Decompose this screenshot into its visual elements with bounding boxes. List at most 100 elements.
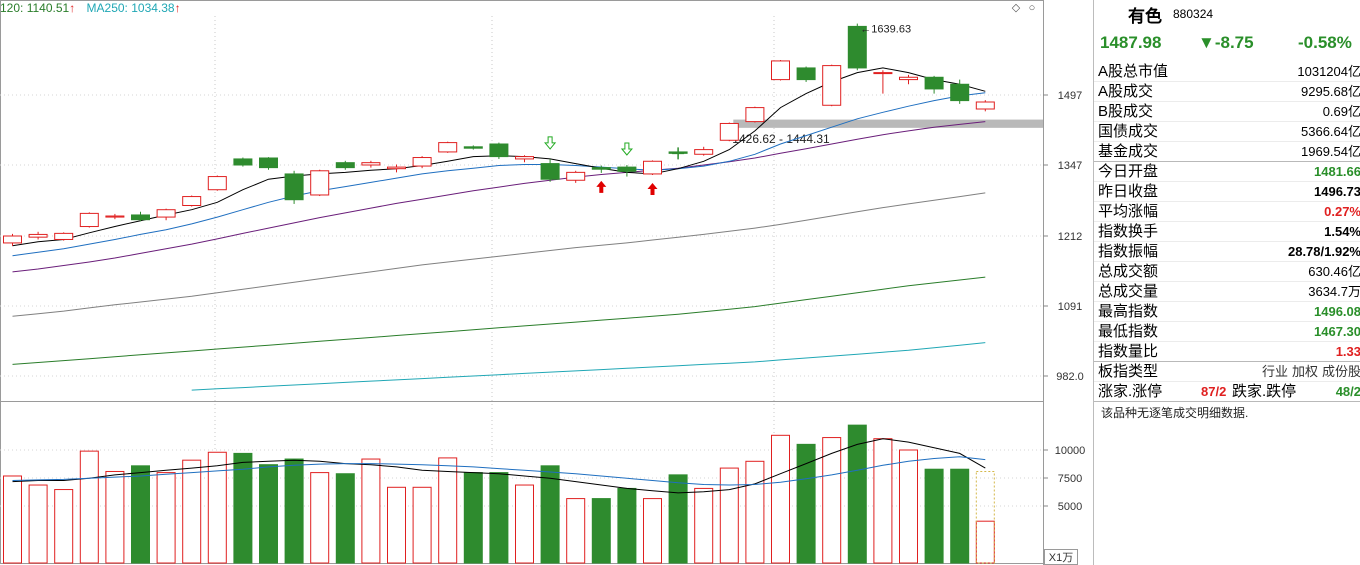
candle: [694, 146, 714, 156]
candle: [771, 60, 790, 81]
volume-estimate-bar: [975, 470, 995, 564]
volume-bar: [540, 465, 560, 564]
volume-bar: [489, 472, 509, 564]
board-tag[interactable]: 成份股: [1321, 364, 1360, 379]
board-tag[interactable]: 行业: [1261, 364, 1288, 379]
volume-bar: [873, 438, 893, 564]
volume-bar: [515, 484, 534, 564]
stat-label: 最高指数: [1098, 303, 1159, 320]
stat-label: A股成交: [1098, 83, 1154, 100]
candle: [54, 232, 74, 241]
rise-value: 87/2: [1201, 384, 1227, 399]
circle-icon[interactable]: ○: [1028, 2, 1036, 14]
volume-bar: [591, 498, 611, 564]
volume-bar: [3, 475, 22, 564]
candle: [438, 141, 458, 153]
volume-bar: [361, 458, 381, 564]
stat-row: 国债成交 5366.64亿: [1094, 122, 1360, 142]
buy-arrow-icon: [596, 180, 607, 193]
stat-row: A股总市值 1031204亿: [1094, 62, 1360, 82]
candle-body: [489, 143, 509, 158]
ma120-legend: 120: 1140.51↑: [0, 0, 75, 16]
stat-row: 指数换手 1.54%: [1094, 222, 1360, 242]
volume-bar: [284, 458, 304, 564]
volume-bar: [950, 468, 970, 564]
stat-label: 指数换手: [1098, 223, 1159, 240]
candle-body: [873, 72, 893, 75]
candle: [591, 165, 611, 173]
index-code: 880324: [1173, 7, 1214, 21]
index-name: 有色: [1128, 7, 1162, 26]
volume-bar: [771, 434, 790, 564]
diamond-icon[interactable]: ◇: [1011, 2, 1021, 14]
volume-bar: [822, 437, 842, 564]
volume-bar: [899, 449, 918, 564]
candle-body: [822, 65, 842, 106]
stat-row: 指数振幅 28.78/1.92%: [1094, 242, 1360, 262]
candle-body: [335, 162, 355, 169]
candle: [924, 75, 944, 94]
volume-tick-label: 10000: [1055, 445, 1086, 457]
stat-value: 1969.54亿: [1301, 144, 1360, 159]
candle: [182, 195, 202, 207]
board-type-tags[interactable]: 行业 加权 成份股: [1258, 362, 1360, 381]
stat-value: 1481.66: [1314, 164, 1360, 179]
volume-bar: [694, 487, 714, 564]
volume-bar: [566, 498, 586, 564]
candle-body: [310, 170, 330, 196]
stat-value: 1031204亿: [1297, 64, 1360, 79]
ma20-line: [12, 121, 986, 273]
ma60-line: [12, 192, 986, 317]
candle: [796, 66, 816, 82]
buy-arrow-icon: [647, 182, 658, 195]
stat-value: 1.54%: [1324, 224, 1360, 239]
candle: [950, 79, 970, 104]
volume-tick-label: 5000: [1058, 501, 1082, 513]
stat-value: 9295.68亿: [1301, 84, 1360, 99]
candle: [463, 145, 483, 150]
volume-unit-label: X1万: [1049, 552, 1073, 564]
volume-bar: [668, 474, 688, 564]
kline-chart-area[interactable]: 1497 1347 1212 1091 982.0 10000 7500 5000 X1万 142…: [0, 0, 1093, 565]
stats-list: A股总市值 1031204亿 A股成交 9295.68亿 B股成交 0.69亿 国债成交 53…: [1094, 62, 1360, 402]
ma250-line: [191, 342, 986, 391]
volume-bar: [105, 470, 125, 564]
index-change: ▼-8.75: [1198, 33, 1254, 52]
stat-row: 今日开盘 1481.66: [1094, 162, 1360, 182]
stat-row: 最低指数 1467.30: [1094, 322, 1360, 342]
volume-bar: [463, 472, 483, 564]
volume-bar: [54, 489, 74, 564]
candle: [156, 208, 176, 221]
candle-body: [796, 67, 816, 81]
candle-body: [412, 157, 432, 167]
candle-body: [79, 212, 99, 228]
high-annotation: ←1639.63: [860, 23, 911, 35]
rise-fall-row: 涨家.涨停 87/2 跌家.跌停 48/2: [1094, 382, 1360, 402]
volume-bar: [975, 520, 995, 564]
candle: [643, 160, 662, 175]
fall-label: 跌家.跌停: [1232, 383, 1297, 400]
candle-body: [131, 214, 150, 221]
stat-row: 昨日收盘 1496.73: [1094, 182, 1360, 202]
volume-bar: [387, 486, 406, 564]
volume-bar: [745, 460, 765, 564]
stat-label: 平均涨幅: [1098, 203, 1159, 220]
ma-legend: 120: 1140.51↑ MA250: 1034.38↑: [0, 0, 181, 16]
kline-chart[interactable]: 1497134712121091982.01000075005000X1万142…: [0, 0, 1093, 565]
candle-body: [156, 209, 176, 218]
stat-value: 1496.08: [1314, 304, 1360, 319]
candle-body: [950, 83, 970, 102]
stat-label: 今日开盘: [1098, 163, 1159, 180]
candle: [873, 70, 893, 94]
stat-value: 1467.30: [1314, 324, 1360, 339]
candle: [3, 233, 22, 246]
stat-row: 平均涨幅 0.27%: [1094, 202, 1360, 222]
board-tag[interactable]: 加权: [1291, 364, 1318, 379]
stat-label: A股总市值: [1098, 63, 1169, 80]
volume-bar: [796, 443, 816, 564]
volume-bar: [310, 472, 330, 564]
sell-arrow-icon: [620, 142, 633, 156]
candle-body: [463, 146, 483, 149]
no-tick-data-note: 该品种无逐笔成交明细数据.: [1101, 406, 1249, 420]
candle: [105, 213, 125, 220]
